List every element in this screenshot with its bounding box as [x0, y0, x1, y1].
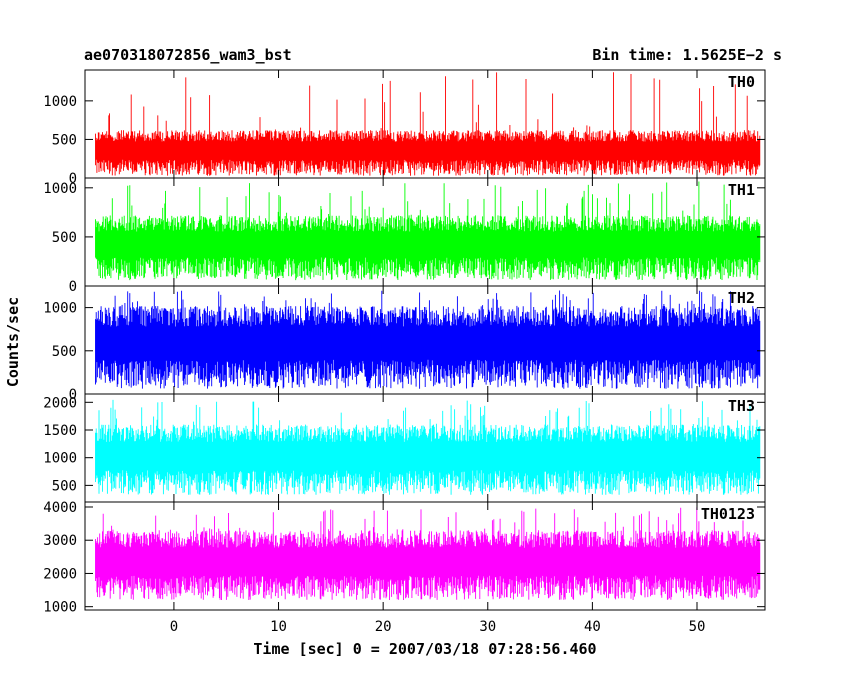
y-tick-label: 500: [52, 230, 77, 246]
panel-th0: 0 500 1000 TH0: [43, 69, 766, 187]
y-tick-label: 1000: [43, 301, 77, 317]
y-tick-label: 500: [52, 132, 77, 148]
series-trace-th1: [95, 181, 761, 281]
y-tick-label: 0: [69, 387, 77, 403]
y-tick-label: 1000: [43, 181, 77, 197]
y-tick-label: 1000: [43, 600, 77, 616]
y-tick-label: 2000: [43, 395, 77, 411]
series-label: TH0123: [701, 505, 755, 523]
x-tick-label: 40: [584, 619, 601, 635]
x-tick-label: 30: [479, 619, 496, 635]
y-axis-label: Counts/sec: [4, 297, 22, 387]
series-trace-th3: [95, 399, 761, 495]
series-label: TH0: [728, 73, 755, 91]
series-label: TH1: [728, 181, 755, 199]
y-tick-label: 500: [52, 344, 77, 360]
y-tick-label: 1000: [43, 451, 77, 467]
y-tick-label: 3000: [43, 533, 77, 549]
panel-th0123: 1000 2000 3000 4000 TH0123: [43, 500, 766, 616]
y-tick-label: 0: [69, 279, 77, 295]
y-tick-label: 500: [52, 478, 77, 494]
x-tick-label: 50: [689, 619, 706, 635]
series-label: TH3: [728, 397, 755, 415]
y-tick-label: 2000: [43, 566, 77, 582]
panel-frame: [84, 501, 766, 611]
y-tick-label: 1500: [43, 423, 77, 439]
x-tick-label: 0: [170, 619, 178, 635]
series-label: TH2: [728, 289, 755, 307]
panel-th2: 0 500 1000 TH2: [43, 285, 766, 403]
series-trace-th0123: [95, 507, 761, 600]
panel-th3: 500 1000 1500 2000 TH3: [43, 393, 766, 503]
bin-time-label: Bin time: 1.5625E−2 s: [592, 46, 782, 64]
panel-th1: 0 500 1000 TH1: [43, 177, 766, 295]
x-tick-label: 10: [270, 619, 287, 635]
y-tick-label: 0: [69, 171, 77, 187]
y-tick-label: 1000: [43, 94, 77, 110]
x-axis-label: Time [sec] 0 = 2007/03/18 07:28:56.460: [253, 640, 596, 658]
x-tick-label: 20: [375, 619, 392, 635]
y-tick-label: 4000: [43, 500, 77, 516]
series-trace-th2: [95, 290, 761, 389]
chart-title: ae070318072856_wam3_bst: [84, 46, 292, 64]
series-trace-th0: [95, 72, 761, 176]
